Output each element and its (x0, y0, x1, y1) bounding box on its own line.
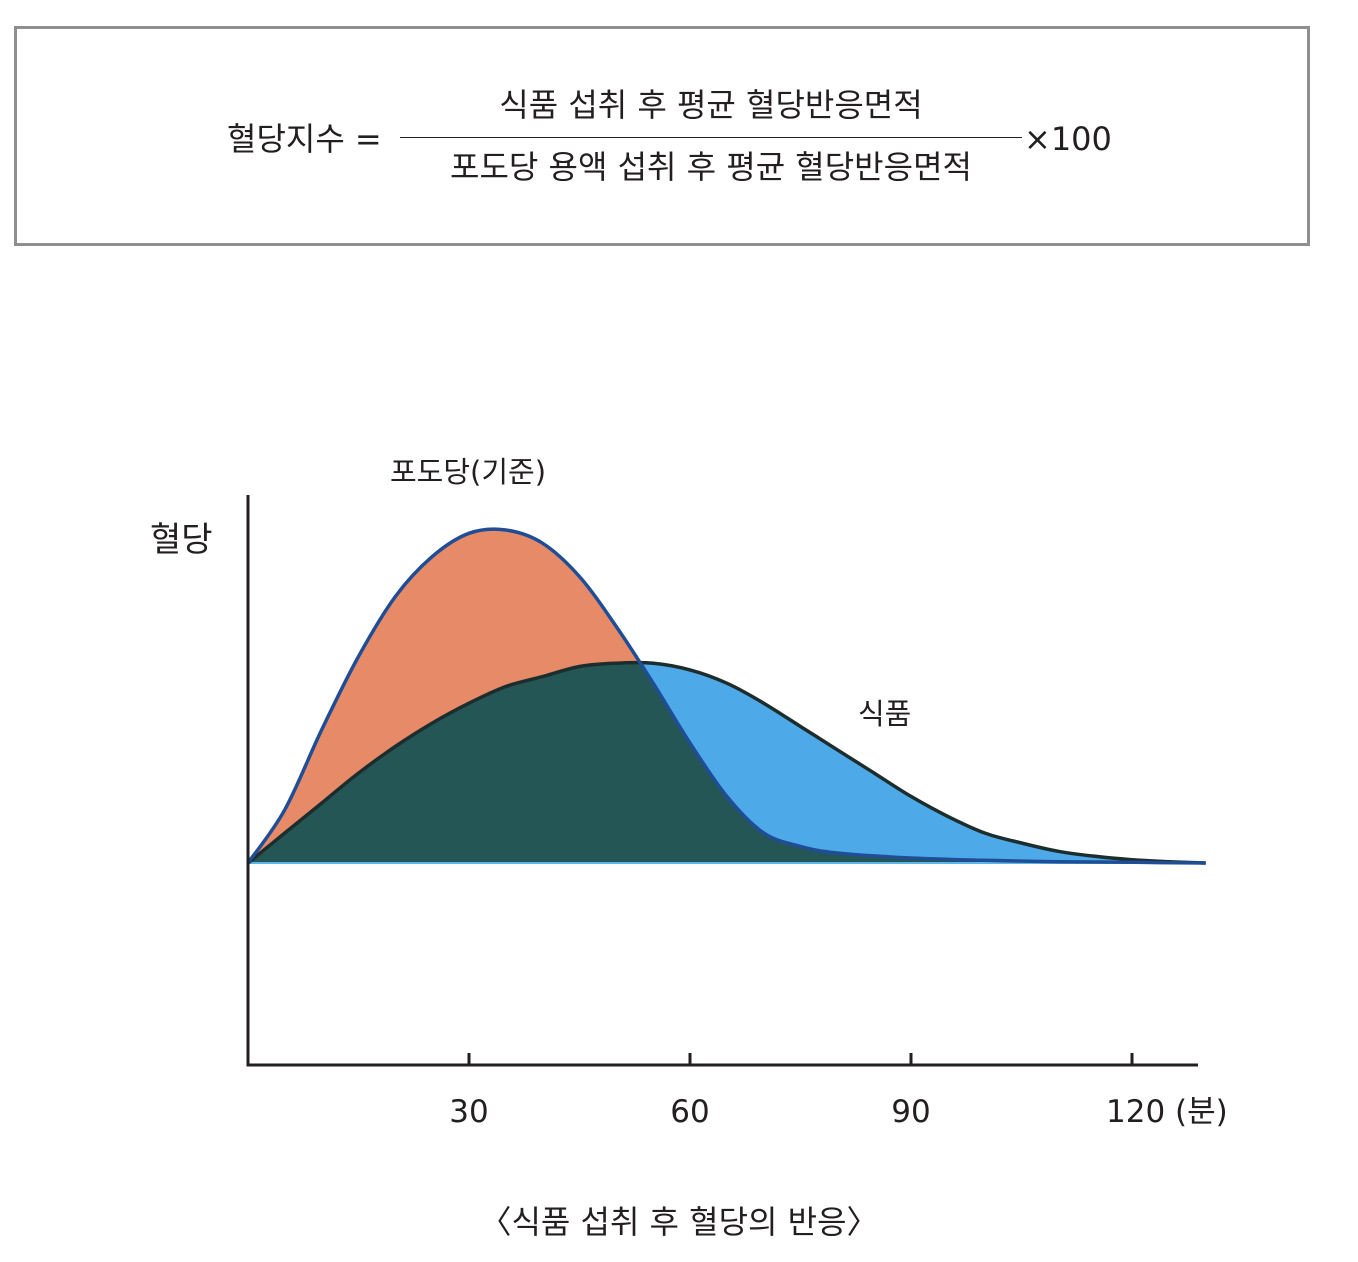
fraction-bar (400, 137, 1022, 138)
glucose-series-line (246, 527, 1206, 865)
y-axis-label: 혈당 (150, 520, 213, 560)
formula-multiplier: ×100 (1024, 120, 1112, 158)
formula-box: 혈당지수 = 식품 섭취 후 평균 혈당반응면적 포도당 용액 섭취 후 평균 … (14, 26, 1310, 246)
glucose-series-label: 포도당(기준) (390, 455, 546, 489)
x-tick-label-30: 30 (449, 1094, 488, 1130)
x-ticks: 30 60 90 120 (분) (449, 1053, 1228, 1130)
overlap-area (248, 662, 1206, 863)
x-tick-label-120: 120 (분) (1106, 1094, 1228, 1130)
food-series-line (246, 660, 1206, 865)
x-tick-label-60: 60 (670, 1094, 709, 1130)
chart-caption: 〈식품 섭취 후 혈당의 반응〉 (479, 1203, 879, 1241)
formula-lhs: 혈당지수 = (227, 120, 382, 158)
formula-denominator: 포도당 용액 섭취 후 평균 혈당반응면적 (450, 148, 972, 186)
formula-numerator: 식품 섭취 후 평균 혈당반응면적 (499, 86, 923, 124)
x-tick-label-90: 90 (891, 1094, 930, 1130)
food-series-label: 식품 (858, 697, 911, 731)
